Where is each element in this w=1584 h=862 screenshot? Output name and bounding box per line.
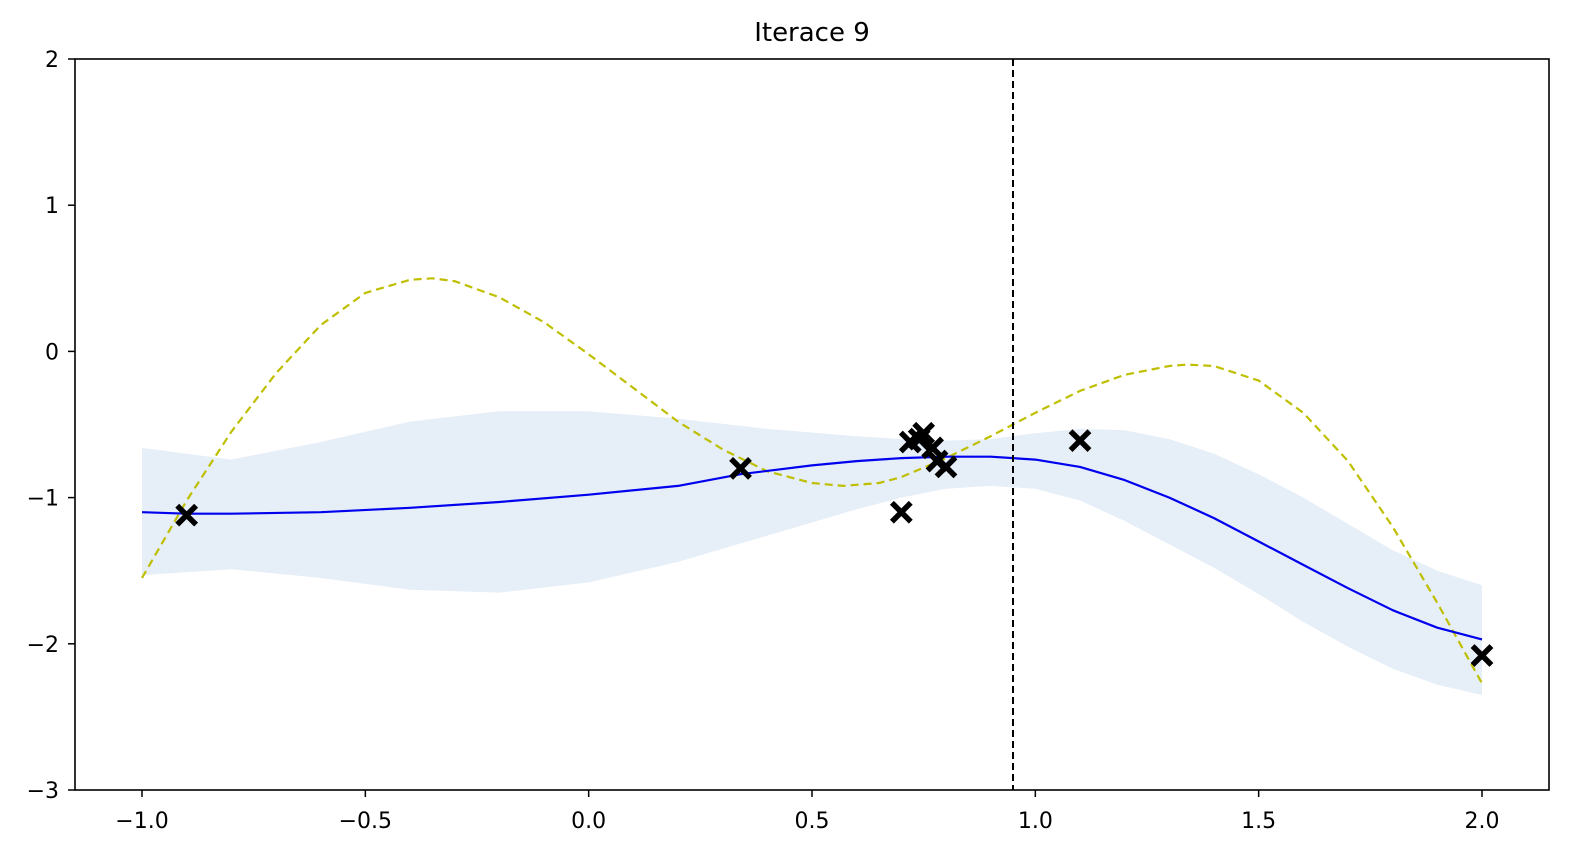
data-point-marker (729, 456, 752, 480)
y-tick-label: −1 (27, 487, 59, 512)
plot-frame (74, 58, 1550, 791)
y-tick-label: 1 (45, 194, 59, 219)
data-point-marker (1068, 429, 1092, 452)
dashed-series-line (141, 277, 1483, 684)
chart-title: Iterace 9 (754, 18, 870, 48)
y-tick-label: 0 (45, 340, 59, 365)
y-tick-label: −3 (27, 779, 59, 804)
y-tick-label: 2 (45, 48, 59, 73)
x-tick-label: 0.0 (571, 809, 606, 834)
confidence-band (142, 411, 1482, 695)
data-point-marker (912, 421, 936, 445)
data-point-marker (889, 500, 913, 524)
x-tick-label: 2.0 (1465, 809, 1500, 834)
x-tick-label: 1.0 (1018, 809, 1053, 834)
x-tick-label: 1.5 (1241, 809, 1276, 834)
x-tick-label: −1.0 (115, 809, 168, 834)
data-point-marker (1470, 644, 1494, 667)
x-tick-label: 0.5 (795, 809, 830, 834)
data-point-marker (175, 503, 199, 527)
axes: −1.0 −0.5 0.0 0.5 1.0 1.5 2.0 −3 −2 −1 0 1 2 (27, 48, 1500, 834)
x-tick-label: −0.5 (339, 809, 392, 834)
plot-area (141, 59, 1494, 790)
y-tick-label: −2 (27, 633, 59, 658)
mean-series-line (141, 455, 1483, 641)
data-point-marker (934, 455, 958, 479)
